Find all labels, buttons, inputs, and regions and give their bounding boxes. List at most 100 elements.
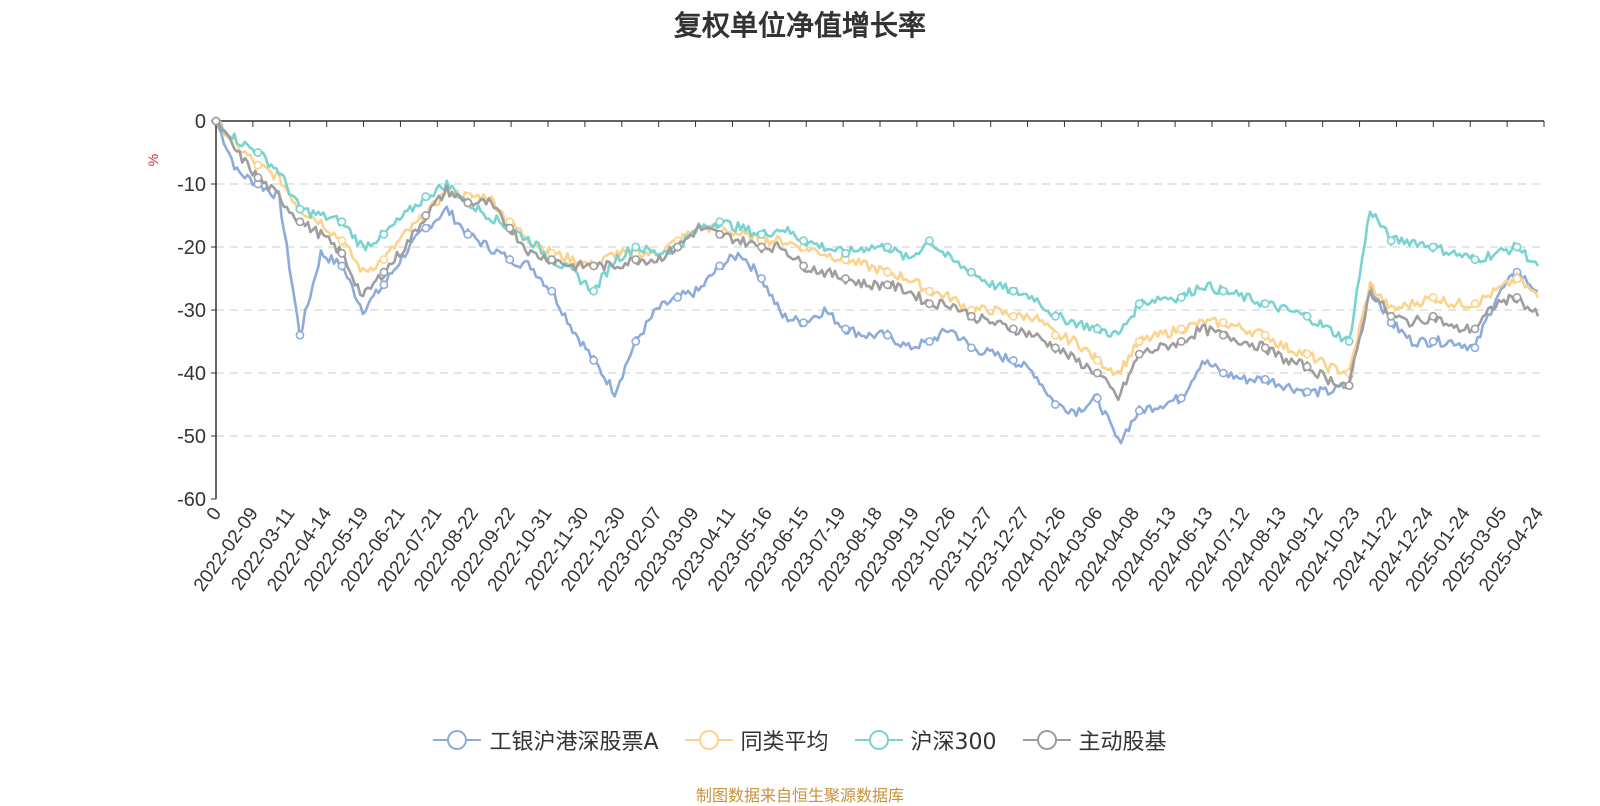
y-tick-label: -20 bbox=[177, 237, 206, 259]
data-point bbox=[1260, 330, 1270, 340]
chart-legend: 工银沪港深股票A 同类平均 沪深300 主动股基 bbox=[0, 724, 1600, 756]
legend-label: 同类平均 bbox=[740, 730, 829, 755]
series-lines bbox=[211, 116, 1540, 445]
data-point bbox=[547, 286, 557, 296]
data-point bbox=[253, 160, 263, 170]
legend-item[interactable]: 工银沪港深股票A bbox=[433, 724, 659, 756]
data-point bbox=[1218, 368, 1228, 378]
data-point bbox=[1512, 274, 1522, 283]
data-point bbox=[1218, 330, 1228, 340]
series-line bbox=[216, 119, 1540, 402]
legend-label: 主动股基 bbox=[1078, 730, 1167, 755]
data-point bbox=[1134, 337, 1144, 346]
data-point bbox=[505, 255, 515, 264]
legend-marker-icon bbox=[854, 730, 903, 750]
data-point bbox=[925, 299, 934, 309]
data-point bbox=[925, 236, 934, 246]
data-point bbox=[379, 280, 389, 290]
data-point bbox=[841, 324, 850, 334]
data-point bbox=[421, 211, 431, 220]
data-point bbox=[967, 267, 976, 277]
data-point bbox=[631, 255, 641, 264]
data-point bbox=[883, 280, 892, 290]
data-point bbox=[757, 274, 766, 283]
data-point bbox=[1176, 292, 1186, 302]
data-point bbox=[1428, 337, 1438, 346]
legend-marker-icon bbox=[433, 730, 482, 750]
data-point bbox=[925, 337, 934, 346]
data-point bbox=[1302, 362, 1312, 372]
data-point bbox=[883, 242, 892, 252]
legend-marker-icon bbox=[1022, 730, 1071, 750]
series-line bbox=[215, 120, 1540, 343]
data-point bbox=[715, 217, 725, 227]
data-point bbox=[925, 286, 934, 296]
data-point bbox=[631, 242, 641, 252]
data-point bbox=[1386, 236, 1396, 246]
legend-item[interactable]: 主动股基 bbox=[1022, 724, 1167, 756]
data-point bbox=[799, 318, 808, 327]
y-tick-label: -30 bbox=[177, 300, 206, 322]
data-point bbox=[1386, 311, 1396, 321]
data-point bbox=[1050, 343, 1060, 353]
legend-item[interactable]: 沪深300 bbox=[854, 724, 997, 756]
data-point bbox=[589, 355, 599, 365]
data-point bbox=[1050, 311, 1060, 321]
data-point bbox=[631, 337, 641, 346]
data-point bbox=[1218, 318, 1228, 327]
data-point bbox=[379, 255, 389, 264]
data-point bbox=[421, 192, 431, 201]
data-point bbox=[1344, 381, 1354, 390]
y-tick-label: -10 bbox=[177, 174, 206, 196]
data-point bbox=[1218, 286, 1228, 296]
legend-label: 工银沪港深股票A bbox=[489, 730, 659, 755]
data-point bbox=[715, 229, 725, 239]
data-point bbox=[1176, 324, 1186, 334]
data-point bbox=[883, 267, 892, 277]
data-point bbox=[1176, 393, 1186, 403]
data-point bbox=[253, 148, 263, 157]
data-point bbox=[337, 236, 347, 246]
data-point bbox=[799, 261, 808, 271]
data-point bbox=[547, 255, 557, 264]
data-point bbox=[589, 286, 599, 296]
data-point bbox=[421, 223, 431, 233]
data-point bbox=[337, 248, 347, 258]
data-point bbox=[295, 330, 305, 340]
data-point bbox=[211, 116, 221, 126]
data-point bbox=[1050, 330, 1060, 340]
x-tick-label: 0 bbox=[203, 504, 226, 525]
data-point bbox=[1134, 349, 1144, 359]
legend-item[interactable]: 同类平均 bbox=[684, 724, 829, 756]
y-tick-label: -50 bbox=[177, 426, 206, 448]
data-point bbox=[967, 311, 976, 321]
data-point bbox=[1092, 368, 1102, 378]
y-axis-label: % bbox=[145, 154, 161, 166]
data-point bbox=[1512, 242, 1522, 252]
data-point bbox=[673, 242, 683, 252]
data-point bbox=[1134, 406, 1144, 416]
data-point bbox=[1470, 324, 1480, 334]
data-point bbox=[1176, 337, 1186, 346]
data-point bbox=[799, 236, 808, 246]
data-point bbox=[253, 173, 263, 183]
data-point bbox=[715, 261, 725, 271]
data-point bbox=[1512, 292, 1522, 302]
data-point bbox=[1260, 374, 1270, 384]
data-point bbox=[967, 343, 976, 353]
data-point bbox=[1302, 387, 1312, 397]
data-point bbox=[841, 248, 850, 258]
data-point bbox=[757, 242, 766, 252]
data-point bbox=[1260, 343, 1270, 353]
data-point bbox=[757, 229, 766, 239]
chart-title: 复权单位净值增长率 bbox=[673, 9, 926, 42]
data-point bbox=[1008, 311, 1018, 321]
data-point bbox=[1092, 393, 1102, 403]
y-tick-label: -60 bbox=[177, 489, 206, 511]
data-point bbox=[463, 198, 473, 208]
y-tick-label: 0 bbox=[195, 111, 206, 133]
data-point bbox=[1092, 355, 1102, 365]
data-point bbox=[295, 217, 305, 227]
legend-marker-icon bbox=[684, 730, 733, 750]
